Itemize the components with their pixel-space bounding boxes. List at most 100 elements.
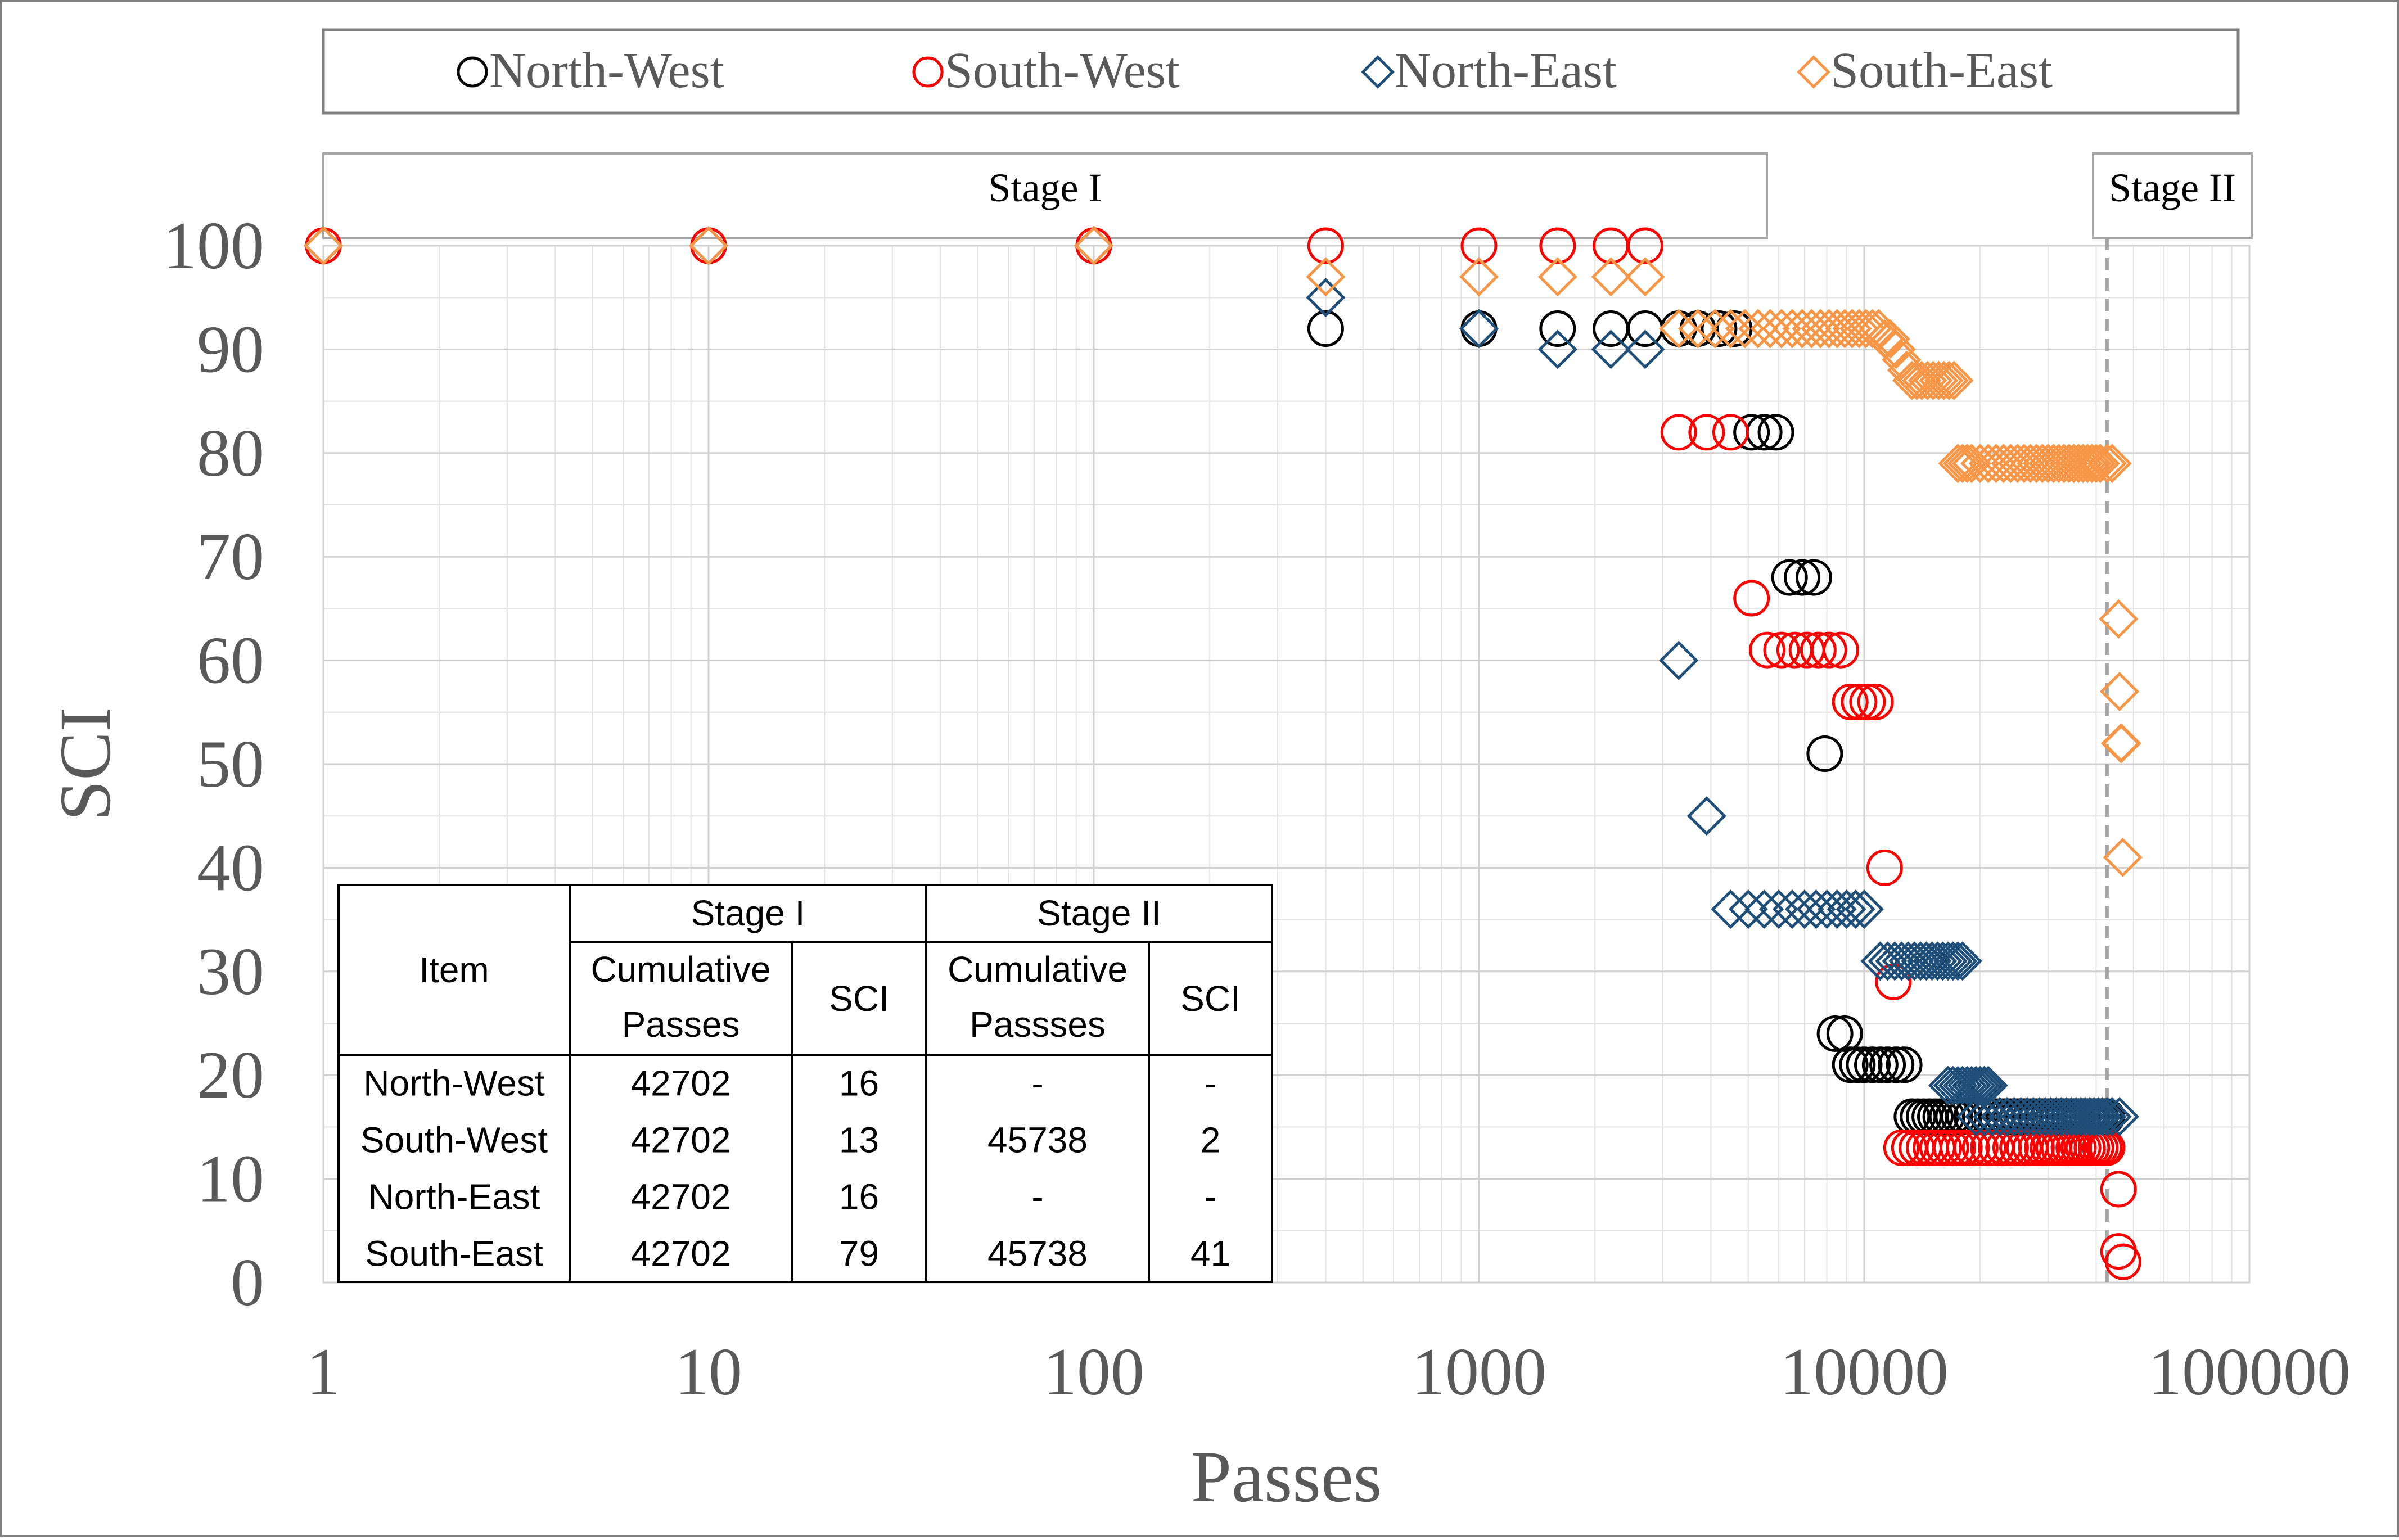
data-point-south-east	[2092, 444, 2132, 484]
x-tick-label: 100	[1043, 1334, 1144, 1409]
data-point-north-east	[1711, 889, 1751, 929]
legend-marker-north-west	[457, 56, 488, 88]
data-point-north-west	[1861, 1046, 1899, 1083]
data-point-north-east	[1912, 941, 1952, 981]
data-point-south-west	[1841, 683, 1878, 720]
table-cell: 41	[1191, 1234, 1230, 1274]
data-point-south-west	[1925, 1129, 1963, 1166]
y-tick-label: 80	[197, 416, 264, 490]
data-point-north-east	[1659, 640, 1699, 680]
x-tick-label: 100000	[2148, 1334, 2351, 1409]
data-point-north-east	[2078, 1096, 2118, 1136]
series-layer	[303, 225, 2143, 1280]
data-point-north-west	[1816, 1015, 1854, 1052]
data-point-north-east	[1306, 278, 1346, 318]
data-point-south-west	[1460, 227, 1498, 264]
table-cell: 42702	[631, 1120, 731, 1160]
data-point-south-east	[1876, 329, 1916, 369]
data-point-north-east	[1942, 941, 1982, 981]
data-point-south-west	[1626, 227, 1663, 264]
data-point-south-east	[1924, 360, 1964, 400]
table-column-header: Item	[419, 950, 489, 990]
data-point-south-east	[2028, 444, 2068, 484]
data-point-north-east	[1817, 889, 1857, 929]
series-south-west	[305, 227, 2141, 1280]
stage-2-box	[2092, 152, 2253, 239]
data-point-south-east	[1870, 319, 1910, 359]
legend-box	[322, 28, 2240, 115]
data-point-south-west	[2100, 1171, 2137, 1208]
data-point-north-east	[1906, 941, 1946, 981]
data-point-north-east	[1875, 941, 1915, 981]
legend: North-West South-West North-East South-East	[322, 28, 2240, 115]
data-point-north-east	[1928, 941, 1968, 981]
data-point-south-east	[1695, 309, 1735, 349]
data-point-north-west	[1806, 735, 1843, 773]
data-point-north-west	[1846, 1046, 1883, 1083]
data-point-north-east	[2087, 1096, 2127, 1136]
series-north-east	[303, 225, 2140, 1136]
data-point-south-west	[1832, 683, 1869, 720]
table-cell: -	[1031, 1063, 1043, 1104]
data-point-north-west	[1539, 310, 1576, 347]
data-point-north-west	[1757, 414, 1794, 451]
data-point-north-east	[1758, 889, 1799, 929]
table-cell: 42702	[631, 1063, 731, 1104]
data-point-north-east	[1956, 1065, 1996, 1105]
table-cell: 16	[839, 1177, 879, 1217]
data-point-south-west	[1800, 631, 1837, 669]
table-column-header: SCI	[829, 978, 889, 1019]
data-point-south-east	[688, 225, 729, 266]
data-point-north-east	[1459, 309, 1499, 349]
data-point-north-east	[1964, 1065, 2004, 1105]
data-point-south-west	[1823, 631, 1860, 669]
table-cell: North-East	[368, 1177, 540, 1217]
plot-area-border	[322, 245, 2251, 1284]
data-point-south-east	[2072, 444, 2112, 484]
y-tick-label: 70	[197, 519, 264, 594]
data-point-south-east	[1919, 360, 1959, 400]
table-cell: 42702	[631, 1234, 731, 1274]
table-cell: North-West	[363, 1063, 545, 1104]
y-tick-label: 50	[197, 726, 264, 801]
data-point-south-west	[1539, 227, 1576, 264]
data-point-south-east	[1711, 309, 1751, 349]
data-point-south-west	[1883, 1129, 1920, 1166]
table-column-header: Cumulative	[590, 949, 770, 990]
stage-1-box	[322, 152, 1768, 239]
table-cell: 2	[1201, 1120, 1221, 1160]
data-point-south-east	[1942, 444, 1982, 484]
data-point-south-east	[1772, 309, 1812, 349]
data-point-south-east	[1537, 257, 1577, 297]
data-point-south-east	[2099, 599, 2139, 639]
data-point-north-east	[1933, 941, 1973, 981]
data-point-south-east	[1934, 360, 1974, 400]
table-group-header: Stage I	[691, 893, 805, 933]
data-point-south-west	[1749, 631, 1786, 669]
data-point-north-east	[1947, 1065, 1987, 1105]
data-point-south-east	[1825, 309, 1865, 349]
data-point-south-east	[1929, 360, 1969, 400]
table-cell: 45738	[987, 1234, 1088, 1274]
x-tick-label: 10000	[1780, 1334, 1949, 1409]
data-point-south-east	[1761, 309, 1801, 349]
data-point-north-east	[1728, 889, 1768, 929]
data-point-north-west	[1869, 1046, 1906, 1083]
table-cell: 42702	[631, 1177, 731, 1217]
y-tick-label: 20	[197, 1037, 264, 1112]
legend-label-south-east: South-East	[1830, 43, 2053, 98]
data-point-north-east	[1591, 329, 1631, 369]
y-axis-title: SCI	[45, 707, 126, 821]
data-point-south-east	[1625, 257, 1665, 297]
data-point-south-west	[1810, 631, 1847, 669]
data-point-north-east	[1625, 329, 1665, 369]
table-cell: 16	[839, 1063, 879, 1104]
data-point-south-east	[1459, 257, 1499, 297]
legend-marker-south-west	[912, 56, 944, 88]
x-tick-label: 10	[675, 1334, 742, 1409]
table-cell: 79	[839, 1234, 879, 1274]
series-south-east	[303, 225, 2143, 877]
data-point-north-east	[1844, 889, 1884, 929]
